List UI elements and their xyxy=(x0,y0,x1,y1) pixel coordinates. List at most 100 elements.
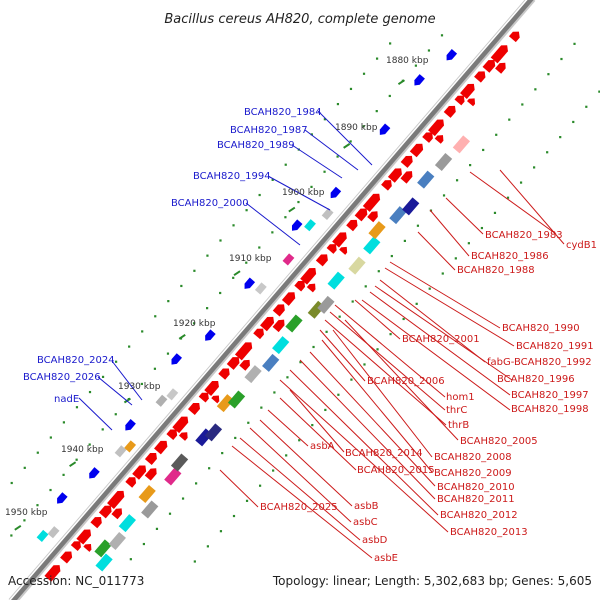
gene-label[interactable]: asbD xyxy=(362,535,388,546)
gene-label[interactable]: BCAH820_2026 xyxy=(23,372,101,383)
forward-gene-arrow[interactable] xyxy=(178,430,190,441)
forward-gene-arrow[interactable] xyxy=(300,265,319,285)
gene-label[interactable]: BCAH820_2014 xyxy=(345,448,423,459)
reverse-gene-arrow[interactable] xyxy=(203,329,216,343)
forward-gene-arrow[interactable] xyxy=(76,527,93,545)
gene-label[interactable]: hom1 xyxy=(446,392,475,403)
forward-gene-arrow[interactable] xyxy=(234,339,255,361)
gene-label[interactable]: BCAH820_1986 xyxy=(471,251,549,262)
gene-label[interactable]: BCAH820_2009 xyxy=(434,468,512,479)
gene-label[interactable]: BCAH820_1997 xyxy=(511,390,589,401)
forward-gene-arrow[interactable] xyxy=(83,541,94,552)
forward-gene-arrow[interactable] xyxy=(239,357,252,371)
forward-gene-arrow[interactable] xyxy=(409,141,426,158)
forward-gene-arrow[interactable] xyxy=(154,438,170,455)
gene-label[interactable]: BCAH820_2024 xyxy=(37,355,115,366)
forward-gene-arrow[interactable] xyxy=(422,129,435,143)
forward-gene-arrow[interactable] xyxy=(211,393,222,404)
forward-gene-arrow[interactable] xyxy=(495,60,508,74)
forward-gene-arrow[interactable] xyxy=(443,103,459,118)
reverse-gene-arrow[interactable] xyxy=(412,74,425,88)
forward-gene-arrow[interactable] xyxy=(281,289,298,306)
forward-gene-arrow[interactable] xyxy=(454,93,467,106)
forward-gene-arrow[interactable] xyxy=(428,117,447,137)
reverse-gene-arrow[interactable] xyxy=(87,467,100,481)
forward-gene-arrow[interactable] xyxy=(434,133,446,144)
forward-gene-arrow[interactable] xyxy=(272,317,288,333)
forward-gene-arrow[interactable] xyxy=(367,209,380,223)
forward-gene-arrow[interactable] xyxy=(144,466,160,481)
reverse-gene-arrow[interactable] xyxy=(123,419,136,433)
gene-label[interactable]: thrC xyxy=(446,405,467,416)
forward-gene-arrow[interactable] xyxy=(490,42,511,64)
forward-gene-arrow[interactable] xyxy=(111,506,124,520)
forward-gene-arrow[interactable] xyxy=(272,301,288,317)
gene-label[interactable]: BCAH820_1994 xyxy=(193,171,271,182)
gene-label[interactable]: BCAH820_2006 xyxy=(367,376,445,387)
gene-label[interactable]: BCAH820_2012 xyxy=(440,510,518,521)
gene-label[interactable]: asbC xyxy=(353,517,378,528)
gene-label[interactable]: BCAH820_1996 xyxy=(497,374,575,385)
forward-gene-arrow[interactable] xyxy=(107,488,127,509)
forward-gene-arrow[interactable] xyxy=(60,549,75,564)
forward-gene-arrow[interactable] xyxy=(260,314,277,332)
reverse-gene-arrow[interactable] xyxy=(54,492,68,506)
forward-gene-arrow[interactable] xyxy=(387,165,405,183)
forward-gene-arrow[interactable] xyxy=(400,169,415,184)
forward-gene-arrow[interactable] xyxy=(339,244,350,255)
gene-label[interactable]: asbE xyxy=(374,553,398,564)
gene-label[interactable]: cydB1 xyxy=(566,240,597,251)
gene-label[interactable]: BCAH820_2010 xyxy=(437,482,515,493)
gene-label[interactable]: BCAH820_1991 xyxy=(516,341,594,352)
forward-gene-arrow[interactable] xyxy=(354,206,370,222)
forward-gene-arrow[interactable] xyxy=(346,217,360,232)
forward-gene-arrow[interactable] xyxy=(315,251,331,267)
forward-gene-arrow[interactable] xyxy=(362,191,383,212)
reverse-gene-arrow[interactable] xyxy=(444,49,458,63)
gene-label[interactable]: BCAH820_2005 xyxy=(460,436,538,447)
gene-label[interactable]: BCAH820_1988 xyxy=(457,265,535,276)
reverse-gene-arrow[interactable] xyxy=(377,123,391,138)
forward-gene-arrow[interactable] xyxy=(381,177,394,191)
forward-gene-arrow[interactable] xyxy=(294,278,307,292)
forward-gene-arrow[interactable] xyxy=(226,354,242,370)
gene-label[interactable]: BCAH820_1983 xyxy=(485,230,563,241)
forward-gene-arrow[interactable] xyxy=(132,463,149,480)
gene-label[interactable]: nadE xyxy=(54,394,79,405)
forward-gene-arrow[interactable] xyxy=(474,68,488,83)
reverse-gene-arrow[interactable] xyxy=(328,186,342,201)
forward-gene-arrow[interactable] xyxy=(482,57,498,73)
gene-label[interactable]: BCAH820_1987 xyxy=(230,125,308,136)
forward-gene-arrow[interactable] xyxy=(125,474,138,488)
gene-label[interactable]: BCAH820_2015 xyxy=(357,465,435,476)
gene-label[interactable]: BCAH820_2000 xyxy=(171,198,249,209)
reverse-gene-arrow[interactable] xyxy=(289,219,303,233)
gene-label[interactable]: thrB xyxy=(448,420,469,431)
forward-gene-arrow[interactable] xyxy=(467,96,478,107)
forward-gene-arrow[interactable] xyxy=(144,450,160,465)
forward-gene-arrow[interactable] xyxy=(172,414,191,434)
gene-label[interactable]: BCAH820_1990 xyxy=(502,323,580,334)
gene-label[interactable]: BCAH820_2001 xyxy=(402,334,480,345)
gene-label[interactable]: BCAH820_2013 xyxy=(450,527,528,538)
forward-gene-arrow[interactable] xyxy=(187,400,203,415)
forward-gene-arrow[interactable] xyxy=(460,81,477,99)
forward-gene-arrow[interactable] xyxy=(253,326,266,340)
forward-gene-arrow[interactable] xyxy=(44,562,63,582)
forward-gene-arrow[interactable] xyxy=(218,366,232,380)
forward-gene-arrow[interactable] xyxy=(306,281,318,293)
reverse-gene-arrow[interactable] xyxy=(169,353,183,367)
gene-label[interactable]: BCAH820_2011 xyxy=(437,494,515,505)
forward-gene-arrow[interactable] xyxy=(198,390,212,403)
gene-label[interactable]: BCAH820_1998 xyxy=(511,404,589,415)
gene-label[interactable]: asbA xyxy=(310,441,335,452)
forward-gene-arrow[interactable] xyxy=(70,538,84,552)
forward-gene-arrow[interactable] xyxy=(508,29,522,43)
gene-label[interactable]: BCAH820_2025 xyxy=(260,502,338,513)
reverse-gene-arrow[interactable] xyxy=(242,277,256,292)
forward-gene-arrow[interactable] xyxy=(166,427,179,440)
gene-label[interactable]: asbB xyxy=(354,501,379,512)
forward-gene-arrow[interactable] xyxy=(332,229,349,248)
gene-label[interactable]: BCAH820_1984 xyxy=(244,107,322,118)
gene-label[interactable]: fabG-BCAH820_1992 xyxy=(487,357,592,368)
